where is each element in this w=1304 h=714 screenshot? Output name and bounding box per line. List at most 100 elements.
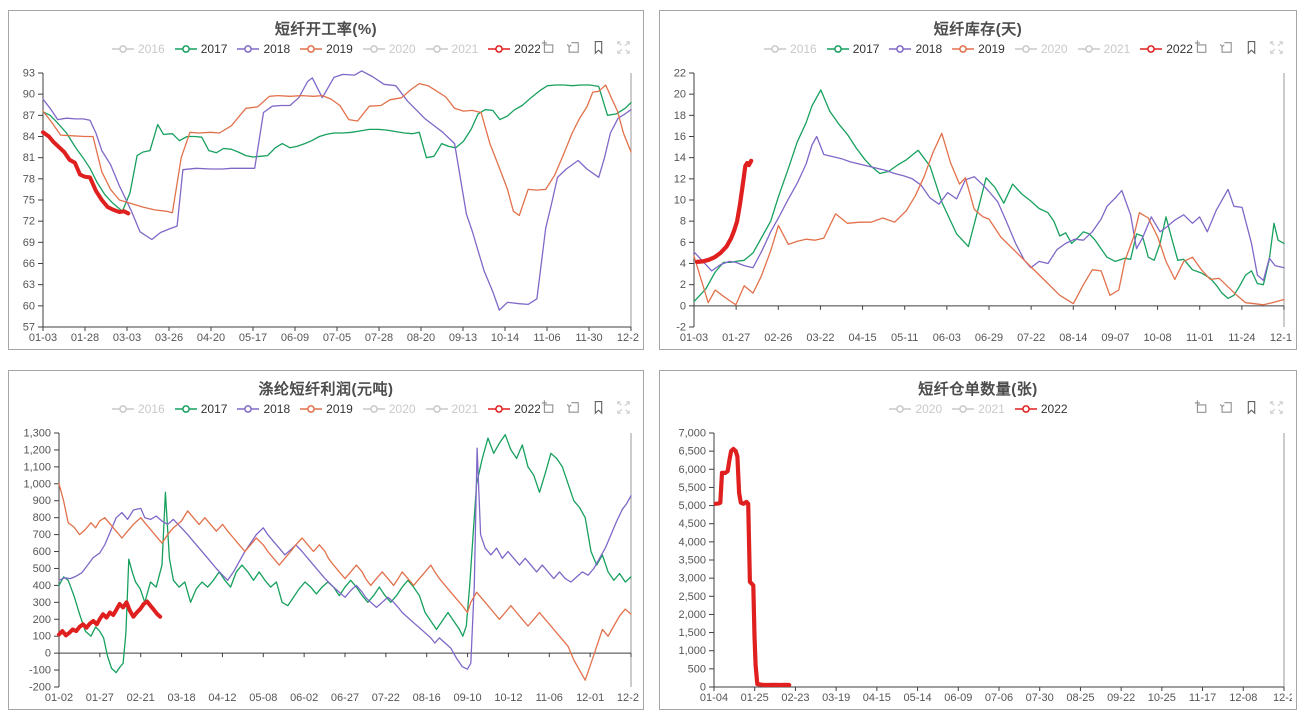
legend-marker-icon: [425, 45, 448, 53]
series-line-2018: [693, 135, 1285, 282]
x-axis-label: 02-26: [764, 332, 792, 344]
legend-label: 2020: [1040, 42, 1068, 56]
chart-title: 涤纶短纤利润(元吨): [258, 381, 394, 398]
restore-icon[interactable]: [565, 399, 581, 415]
bookmark-icon[interactable]: [590, 39, 606, 55]
legend-item-2019[interactable]: 2019: [951, 42, 1005, 56]
legend-item-2019[interactable]: 2019: [299, 402, 353, 416]
x-axis-label: 06-09: [944, 692, 972, 704]
legend-item-2020[interactable]: 2020: [362, 42, 416, 56]
chart-plot-area: 1,300 1,200 1,100 1,000 900 800 700 600 500 400 30…: [13, 425, 639, 707]
legend-label: 2016: [138, 42, 165, 56]
legend-label: 2020: [388, 402, 416, 416]
x-axis-label: 03-19: [822, 692, 850, 704]
legend-item-2017[interactable]: 2017: [826, 42, 880, 56]
y-axis-label: 6: [680, 237, 686, 249]
legend-marker-icon: [1014, 45, 1037, 53]
x-axis-label: 03-22: [806, 332, 834, 344]
chart-toolbox: [540, 399, 631, 415]
legend-item-2022[interactable]: 2022: [487, 42, 541, 56]
legend-item-2022[interactable]: 2022: [1139, 42, 1193, 56]
legend-item-2022[interactable]: 2022: [1014, 402, 1068, 416]
legend-item-2018[interactable]: 2018: [236, 42, 290, 56]
x-axis-label: 06-29: [975, 332, 1003, 344]
legend-label: 2018: [915, 42, 943, 56]
bookmark-icon[interactable]: [590, 399, 606, 415]
legend-label: 2018: [263, 42, 291, 56]
expand-icon[interactable]: [615, 399, 631, 415]
legend-marker-icon: [826, 45, 849, 53]
chart-panel-warehouse-receipts: 短纤仓单数量(张) 2020 2021 2022 7,000 6,500 6,000 5,…: [659, 370, 1297, 710]
legend-marker-icon: [237, 45, 260, 53]
x-axis-label: 01-03: [680, 332, 708, 344]
y-axis-label: 2,500: [678, 591, 706, 603]
x-axis-label: 11-06: [536, 692, 563, 704]
legend-item-2016[interactable]: 2016: [111, 42, 165, 56]
legend-item-2021[interactable]: 2021: [1077, 42, 1130, 56]
x-axis-label: 08-25: [1066, 692, 1094, 704]
legend-label: 2021: [451, 402, 479, 416]
x-axis-label: 04-20: [197, 332, 225, 344]
x-axis-label: 08-20: [407, 332, 435, 344]
y-axis-label: 5,000: [678, 500, 706, 512]
x-axis-label: 12-01: [576, 692, 604, 704]
x-axis-label: 11-06: [533, 332, 560, 344]
legend-label: 2017: [852, 42, 880, 56]
y-axis-label: 69: [23, 237, 35, 249]
y-axis-label: 60: [23, 300, 35, 312]
legend-item-2016[interactable]: 2016: [111, 402, 165, 416]
y-axis-label: 500: [33, 563, 51, 575]
chart-toolbox: [540, 39, 631, 55]
legend-label: 2018: [263, 402, 291, 416]
chart-plot-area: 93 90 87 84 81 78 75 72 69 66 63 60 57 01-03 01-28 03-0…: [13, 65, 639, 347]
chart-plot-area: 22 20 18 16 14 12 10 8 6 4 2 0 -2 01-03 01-27 02-26 03-2…: [664, 65, 1292, 347]
y-axis-label: 700: [33, 529, 51, 541]
chart-plot: 1,300 1,200 1,100 1,000 900 800 700 600 500 400 30…: [23, 428, 639, 705]
legend-label: 2019: [326, 42, 353, 56]
y-axis-label: 8: [680, 216, 686, 228]
series-line-2022: [694, 158, 754, 264]
legend-marker-icon: [889, 45, 912, 53]
y-axis-label: 100: [33, 631, 51, 643]
expand-icon[interactable]: [1268, 399, 1284, 415]
legend-item-2020[interactable]: 2020: [362, 402, 416, 416]
chart-title: 短纤仓单数量(张): [918, 381, 1038, 398]
zoom-box-icon[interactable]: [540, 399, 556, 415]
chart-panel-profit: 涤纶短纤利润(元吨) 2016 2017 2018 2019 2020 2021 2022 …: [8, 370, 644, 710]
legend-label: 2017: [200, 42, 228, 56]
zoom-box-icon[interactable]: [540, 39, 556, 55]
legend-label: 2021: [451, 42, 479, 56]
restore-icon[interactable]: [565, 39, 581, 55]
bookmark-icon[interactable]: [1243, 399, 1259, 415]
x-axis-label: 06-27: [331, 692, 359, 704]
legend-item-2022[interactable]: 2022: [487, 402, 541, 416]
expand-icon[interactable]: [615, 39, 631, 55]
legend-item-2017[interactable]: 2017: [174, 402, 227, 416]
x-axis-label: 12-26: [617, 692, 639, 704]
zoom-box-icon[interactable]: [1193, 399, 1209, 415]
x-axis-label: 01-25: [741, 692, 769, 704]
expand-icon[interactable]: [1268, 39, 1284, 55]
x-axis-label: 08-16: [413, 692, 441, 704]
chart-title: 短纤开工率(%): [274, 21, 378, 38]
chart-toolbox: [1193, 399, 1284, 415]
legend-item-2020[interactable]: 2020: [1014, 42, 1068, 56]
legend-item-2021[interactable]: 2021: [425, 402, 479, 416]
legend-item-2017[interactable]: 2017: [174, 42, 228, 56]
y-axis-label: -200: [29, 682, 51, 694]
restore-icon[interactable]: [1218, 39, 1234, 55]
legend-item-2019[interactable]: 2019: [299, 42, 353, 56]
legend-item-2018[interactable]: 2018: [888, 42, 942, 56]
series-line-2022: [713, 446, 792, 688]
restore-icon[interactable]: [1218, 399, 1234, 415]
bookmark-icon[interactable]: [1243, 39, 1259, 55]
legend-item-2016[interactable]: 2016: [763, 42, 817, 56]
series-line-2017: [693, 89, 1285, 303]
zoom-box-icon[interactable]: [1193, 39, 1209, 55]
legend-item-2018[interactable]: 2018: [236, 402, 290, 416]
series-line-2019: [58, 483, 632, 681]
x-axis-label: 07-22: [1017, 332, 1045, 344]
legend-item-2021[interactable]: 2021: [951, 402, 1005, 416]
legend-item-2021[interactable]: 2021: [425, 42, 479, 56]
legend-item-2020[interactable]: 2020: [888, 402, 942, 416]
